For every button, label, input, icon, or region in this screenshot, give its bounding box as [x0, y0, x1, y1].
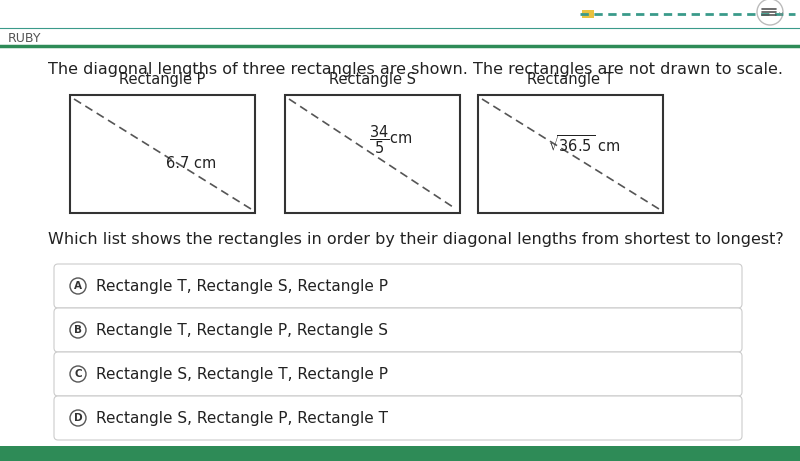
Text: $\sqrt{36.5}$ cm: $\sqrt{36.5}$ cm [548, 134, 621, 155]
Text: Rectangle T: Rectangle T [527, 72, 614, 87]
FancyBboxPatch shape [54, 264, 742, 308]
Text: Rectangle P: Rectangle P [119, 72, 206, 87]
Text: Rectangle S: Rectangle S [329, 72, 416, 87]
Text: Rectangle S, Rectangle T, Rectangle P: Rectangle S, Rectangle T, Rectangle P [96, 366, 388, 382]
Text: A: A [74, 281, 82, 291]
Text: v: v [779, 11, 783, 17]
FancyBboxPatch shape [54, 396, 742, 440]
Text: Which list shows the rectangles in order by their diagonal lengths from shortest: Which list shows the rectangles in order… [48, 232, 784, 247]
Text: B: B [74, 325, 82, 335]
FancyBboxPatch shape [54, 308, 742, 352]
Text: D: D [74, 413, 82, 423]
Text: The diagonal lengths of three rectangles are shown. The rectangles are not drawn: The diagonal lengths of three rectangles… [48, 62, 783, 77]
Text: RUBY: RUBY [8, 31, 42, 45]
Bar [0, 446, 800, 461]
Text: Rectangle S, Rectangle P, Rectangle T: Rectangle S, Rectangle P, Rectangle T [96, 410, 388, 426]
Bar [285, 95, 460, 213]
Text: C: C [74, 369, 82, 379]
Bar [70, 95, 255, 213]
Text: $\dfrac{34}{5}$cm: $\dfrac{34}{5}$cm [369, 124, 413, 156]
Bar [582, 10, 594, 18]
Text: 6.7 cm: 6.7 cm [166, 156, 217, 171]
Bar [478, 95, 663, 213]
Text: Rectangle T, Rectangle P, Rectangle S: Rectangle T, Rectangle P, Rectangle S [96, 323, 388, 337]
Text: Rectangle T, Rectangle S, Rectangle P: Rectangle T, Rectangle S, Rectangle P [96, 278, 388, 294]
FancyBboxPatch shape [54, 352, 742, 396]
